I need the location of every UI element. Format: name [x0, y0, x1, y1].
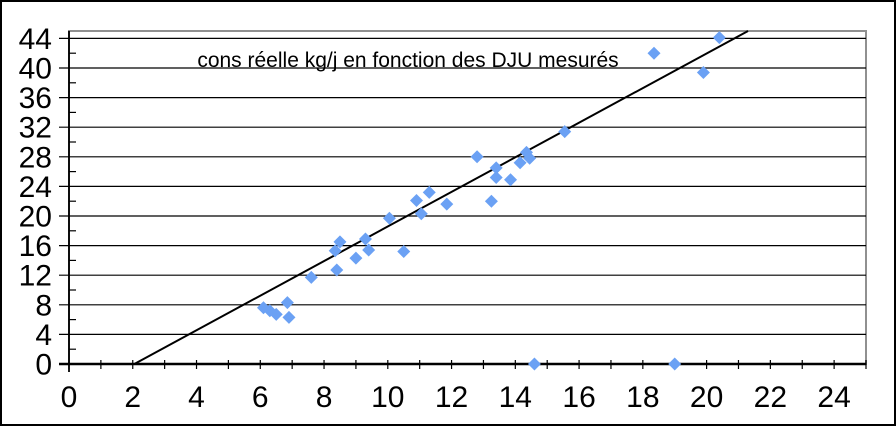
- x-axis-label: 20: [690, 381, 723, 414]
- y-axis-label: 44: [19, 23, 52, 56]
- trend-line[interactable]: [133, 30, 749, 365]
- plot-area[interactable]: [68, 30, 867, 365]
- x-axis-label: 0: [61, 381, 78, 414]
- y-axis-label: 4: [35, 319, 52, 352]
- y-axis-label: 40: [19, 53, 52, 86]
- y-axis-label: 20: [19, 201, 52, 234]
- data-point[interactable]: [527, 357, 541, 371]
- data-point[interactable]: [470, 150, 484, 164]
- x-axis-label: 10: [371, 381, 404, 414]
- x-axis-labels: 0 2 4 6 8 10 12 14 16 18 20 22 24: [61, 381, 851, 414]
- x-axis-label: 14: [499, 381, 532, 414]
- data-point[interactable]: [440, 197, 454, 211]
- y-axis-label: 24: [19, 171, 52, 204]
- data-point[interactable]: [523, 151, 537, 165]
- y-axis-label: 12: [19, 260, 52, 293]
- y-axis-label: 0: [35, 349, 52, 382]
- data-point[interactable]: [382, 211, 396, 225]
- data-point[interactable]: [489, 161, 503, 175]
- data-point[interactable]: [333, 235, 347, 249]
- y-axis-label: 32: [19, 112, 52, 145]
- data-point[interactable]: [397, 245, 411, 259]
- data-point[interactable]: [513, 156, 527, 170]
- data-point[interactable]: [282, 310, 296, 324]
- data-point[interactable]: [362, 243, 376, 257]
- x-axis-label: 12: [435, 381, 468, 414]
- y-axis-label: 28: [19, 141, 52, 174]
- data-point[interactable]: [712, 31, 726, 45]
- y-axis-minor-ticks: [69, 52, 76, 350]
- data-point[interactable]: [269, 307, 283, 321]
- gridlines: [59, 37, 866, 335]
- chart-title: cons réelle kg/j en fonction des DJU mes…: [197, 49, 618, 72]
- data-point[interactable]: [668, 357, 682, 371]
- data-point[interactable]: [484, 194, 498, 208]
- data-point[interactable]: [504, 173, 518, 187]
- data-point[interactable]: [696, 65, 710, 79]
- x-axis-label: 8: [316, 381, 333, 414]
- x-axis-label: 2: [124, 381, 141, 414]
- y-axis-label: 16: [19, 230, 52, 263]
- x-axis-label: 4: [188, 381, 205, 414]
- x-axis-label: 22: [754, 381, 787, 414]
- data-point[interactable]: [280, 296, 294, 310]
- data-point[interactable]: [330, 263, 344, 277]
- data-point[interactable]: [328, 244, 342, 258]
- data-point[interactable]: [558, 125, 572, 139]
- data-point-series: [256, 31, 726, 371]
- data-point[interactable]: [358, 232, 372, 246]
- x-axis-label: 18: [626, 381, 659, 414]
- data-point[interactable]: [422, 185, 436, 199]
- data-point[interactable]: [409, 193, 423, 207]
- data-point[interactable]: [647, 46, 661, 60]
- y-axis-label: 8: [35, 289, 52, 322]
- x-axis-label: 6: [252, 381, 269, 414]
- data-point[interactable]: [304, 270, 318, 284]
- data-point[interactable]: [349, 251, 363, 265]
- x-axis-label: 16: [562, 381, 595, 414]
- y-axis-label: 36: [19, 82, 52, 115]
- x-axis-label: 24: [817, 381, 850, 414]
- data-point[interactable]: [489, 171, 503, 185]
- data-point[interactable]: [414, 207, 428, 221]
